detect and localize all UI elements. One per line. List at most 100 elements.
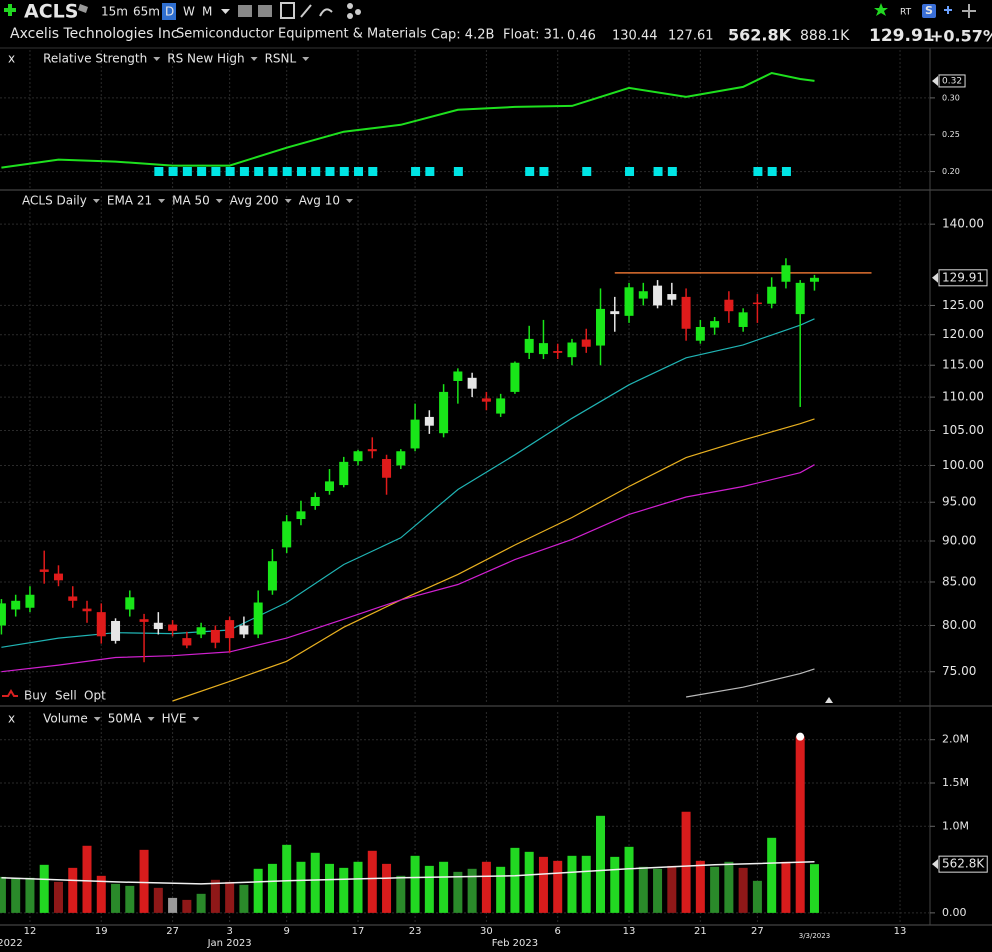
candle-body [339, 461, 349, 486]
legend-item[interactable]: HVE [162, 712, 187, 726]
legend-dropdown[interactable] [153, 57, 161, 61]
legend-dropdown[interactable] [302, 57, 310, 61]
candle-body [310, 496, 320, 507]
legend-item[interactable]: 50MA [108, 712, 143, 726]
volume-bar [82, 845, 92, 913]
quote-low: 127.61 [668, 29, 714, 44]
volume-bar [781, 861, 791, 913]
trade-icon[interactable] [2, 689, 18, 697]
legend-dropdown[interactable] [93, 717, 101, 721]
y-tick-label: 0.20 [942, 167, 960, 176]
x-tick-label: 19 [95, 926, 108, 937]
share-icon[interactable] [355, 9, 361, 15]
legend-dropdown[interactable] [284, 199, 292, 203]
legend-item[interactable]: Avg 10 [299, 194, 340, 208]
legend-item[interactable]: MA 50 [172, 194, 210, 208]
scroll-marker[interactable] [825, 697, 833, 703]
rs-new-high [296, 167, 306, 176]
star-icon[interactable] [874, 3, 888, 16]
legend-item[interactable]: RS New High [167, 52, 244, 66]
last-value-pointer [932, 75, 938, 86]
volume-bar [253, 868, 263, 913]
volume-ma [1, 861, 815, 885]
candle-body [695, 326, 705, 341]
volume-bar [153, 887, 163, 913]
timeframe[interactable]: D [165, 5, 174, 19]
x-tick-label: 6 [555, 926, 561, 937]
volume-bar [410, 855, 420, 913]
legend-item[interactable]: x [8, 712, 15, 726]
candle-body [324, 481, 334, 491]
volume-bar [239, 884, 249, 913]
legend-item[interactable]: ACLS Daily [22, 194, 87, 208]
timeframe[interactable]: 65m [133, 5, 160, 19]
legend-dropdown[interactable] [92, 199, 100, 203]
legend-item[interactable]: Relative Strength [43, 52, 147, 66]
y-tick-label: 0.00 [942, 906, 967, 919]
rs-line [1, 71, 815, 169]
tool-icon[interactable] [319, 8, 333, 17]
legend-item[interactable]: Avg 200 [230, 194, 279, 208]
candle-body [538, 343, 548, 355]
candle-body [481, 398, 491, 402]
timeframe[interactable]: 15m [101, 5, 128, 19]
rt-icon[interactable]: RT [900, 8, 912, 18]
x-sublabel: Feb 2023 [492, 938, 538, 949]
y-tick-label: 95.00 [942, 495, 976, 509]
candle-body [467, 377, 477, 389]
legend-dropdown[interactable] [250, 57, 258, 61]
legend-item[interactable]: x [8, 52, 15, 66]
legend-dropdown[interactable] [158, 199, 166, 203]
legend-item[interactable]: EMA 21 [107, 194, 152, 208]
pen-icon[interactable] [300, 4, 312, 18]
legend-dropdown[interactable] [346, 199, 354, 203]
legend-dropdown[interactable] [215, 199, 223, 203]
tool-icon[interactable] [238, 5, 252, 17]
volume-bar [695, 860, 705, 913]
candle-body [196, 627, 206, 635]
tool-icon[interactable] [258, 5, 272, 17]
hve-marker [796, 732, 805, 741]
volume-bar [210, 879, 220, 913]
timeframe[interactable]: M [202, 5, 212, 19]
tag-icon[interactable] [78, 4, 88, 13]
tool-icon[interactable] [280, 2, 295, 19]
symbol[interactable]: ACLS [24, 1, 78, 23]
move-icon[interactable] [962, 4, 976, 18]
legend-item[interactable]: RSNL [265, 52, 297, 66]
buy-button[interactable]: Buy [24, 689, 47, 703]
volume-bar [339, 867, 349, 913]
sell-button[interactable]: Sell [55, 689, 77, 703]
s-icon[interactable] [922, 4, 936, 18]
dropdown[interactable] [221, 9, 230, 14]
legend-dropdown[interactable] [192, 717, 200, 721]
candle-body [25, 594, 35, 608]
candle-body [82, 608, 92, 612]
volume-bar [39, 864, 49, 913]
x-tick-label: 27 [166, 926, 179, 937]
share-icon[interactable] [347, 3, 353, 9]
rs-new-high [211, 167, 221, 176]
timeframe-selected[interactable] [162, 3, 176, 20]
rs-new-high [282, 167, 292, 176]
legend-dropdown[interactable] [147, 717, 155, 721]
x-tick-label: 27 [751, 926, 764, 937]
rs-new-high [582, 167, 592, 176]
candle-body [382, 459, 392, 478]
volume-bar [382, 863, 392, 913]
candle-body [396, 451, 406, 466]
volume-bar [53, 881, 63, 913]
volume-bar [467, 868, 477, 913]
icon[interactable] [944, 6, 952, 14]
rs-new-high [354, 167, 364, 176]
y-tick-label: 2.0M [942, 733, 969, 746]
timeframe[interactable]: W [183, 5, 195, 19]
add-icon[interactable] [4, 4, 16, 16]
rs-new-high [197, 167, 207, 176]
x-sublabel: 2022 [0, 938, 23, 949]
cursor-date: 3/3/2023 [799, 932, 830, 940]
rs-new-high [753, 167, 763, 176]
legend-item[interactable]: Volume [43, 712, 88, 726]
share-icon[interactable] [347, 13, 353, 19]
options-button[interactable]: Opt [84, 689, 106, 703]
